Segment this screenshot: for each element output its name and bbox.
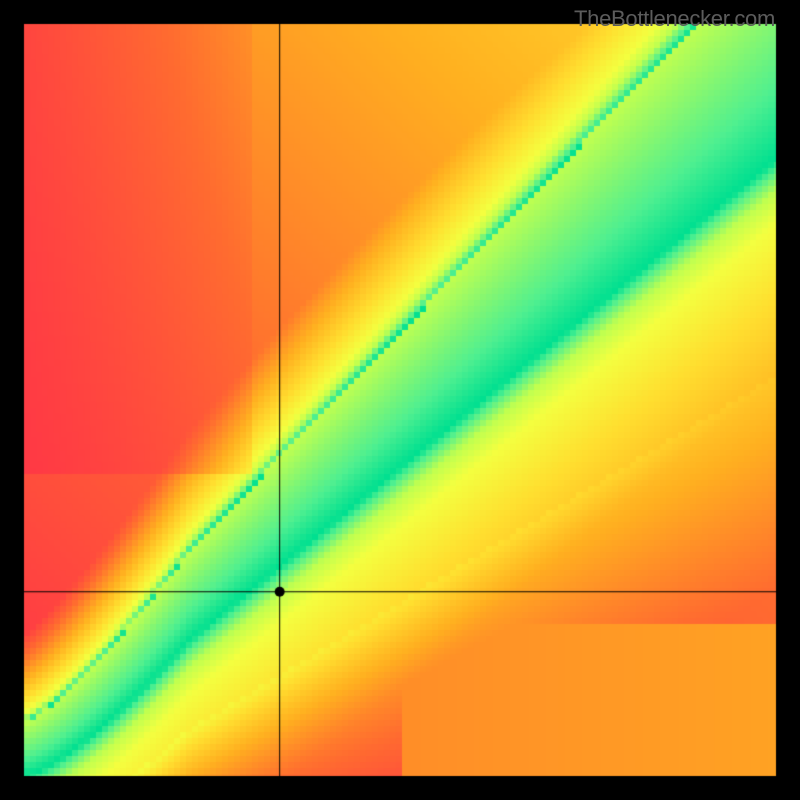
watermark-text: TheBottlenecker.com bbox=[574, 6, 775, 32]
heatmap-canvas bbox=[0, 0, 800, 800]
chart-container: TheBottlenecker.com bbox=[0, 0, 800, 800]
